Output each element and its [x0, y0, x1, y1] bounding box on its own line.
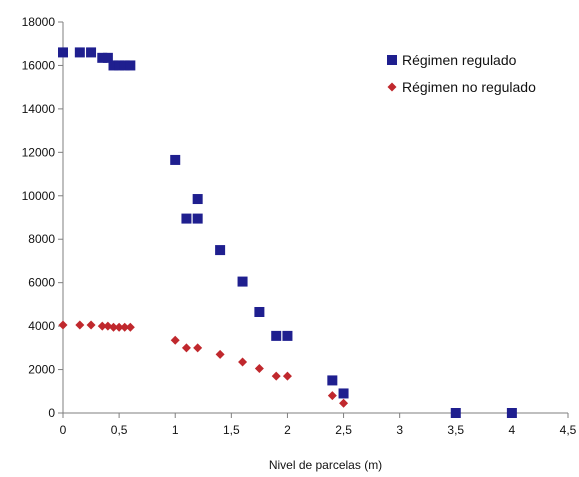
y-tick-label: 4000 — [28, 319, 55, 333]
data-point-diamond — [58, 320, 68, 330]
data-points — [58, 47, 517, 418]
series-no-regulado — [58, 320, 349, 408]
y-tick-label: 6000 — [28, 276, 55, 290]
x-tick-label: 4,5 — [560, 423, 577, 437]
x-tick-label: 1,5 — [223, 423, 240, 437]
data-point-diamond — [109, 322, 118, 332]
tick-labels: 0 2000 4000 6000 8000 10000 12000 14000 16000 180… — [22, 15, 577, 437]
data-point-diamond — [86, 320, 96, 330]
x-tick-label: 0 — [60, 423, 67, 437]
series-regulado — [58, 47, 517, 418]
data-point-square — [97, 52, 108, 63]
y-tick-label: 14000 — [22, 102, 56, 116]
data-point-square — [114, 60, 125, 71]
data-point-diamond — [170, 335, 180, 345]
data-point-diamond — [254, 363, 264, 373]
data-point-square — [215, 245, 226, 256]
y-tick-label: 0 — [48, 406, 55, 420]
data-point-diamond — [103, 321, 113, 331]
data-point-diamond — [75, 320, 85, 330]
data-point-diamond — [327, 391, 337, 401]
x-tick-label: 2,5 — [335, 423, 352, 437]
data-point-diamond — [339, 398, 349, 408]
legend: Régimen regulado Régimen no regulado — [387, 52, 536, 95]
data-point-square — [506, 408, 517, 418]
data-point-diamond — [97, 321, 107, 331]
x-tick-label: 2 — [284, 423, 291, 437]
legend-marker — [387, 55, 397, 65]
data-point-square — [102, 52, 113, 63]
data-point-square — [108, 60, 119, 71]
y-tick-label: 18000 — [22, 15, 56, 29]
y-tick-label: 12000 — [22, 145, 56, 159]
data-point-square — [327, 375, 338, 386]
legend-marker — [387, 82, 397, 92]
data-point-square — [271, 330, 282, 341]
data-point-square — [119, 60, 130, 71]
y-tick-label: 8000 — [28, 232, 55, 246]
data-point-diamond — [193, 343, 203, 353]
x-tick-label: 1 — [172, 423, 179, 437]
y-tick-label: 10000 — [22, 189, 56, 203]
data-point-square — [125, 60, 136, 71]
data-point-diamond — [215, 349, 225, 359]
legend-label: Régimen no regulado — [402, 79, 536, 95]
data-point-square — [237, 276, 248, 287]
data-point-diamond — [181, 343, 191, 353]
data-point-square — [338, 388, 349, 399]
x-tick-label: 4 — [509, 423, 516, 437]
x-axis-title: Nivel de parcelas (m) — [269, 458, 382, 472]
data-point-square — [181, 213, 192, 224]
y-tick-label: 16000 — [22, 58, 56, 72]
data-point-square — [86, 47, 97, 58]
data-point-diamond — [238, 357, 248, 367]
data-point-square — [170, 154, 181, 165]
x-tick-label: 3,5 — [447, 423, 464, 437]
data-point-square — [74, 47, 85, 58]
data-point-diamond — [282, 371, 292, 381]
data-point-square — [254, 306, 265, 317]
x-tick-label: 0,5 — [111, 423, 128, 437]
data-point-diamond — [120, 322, 130, 332]
axes — [58, 21, 569, 418]
data-point-square — [192, 213, 203, 224]
data-point-diamond — [125, 322, 135, 332]
x-tick-label: 3 — [396, 423, 403, 437]
y-tick-label: 2000 — [28, 363, 55, 377]
data-point-square — [192, 194, 203, 205]
legend-label: Régimen regulado — [402, 52, 517, 68]
data-point-diamond — [271, 371, 281, 381]
data-point-diamond — [114, 322, 124, 332]
data-point-square — [58, 47, 68, 58]
data-point-square — [450, 408, 461, 418]
data-point-square — [282, 330, 293, 341]
